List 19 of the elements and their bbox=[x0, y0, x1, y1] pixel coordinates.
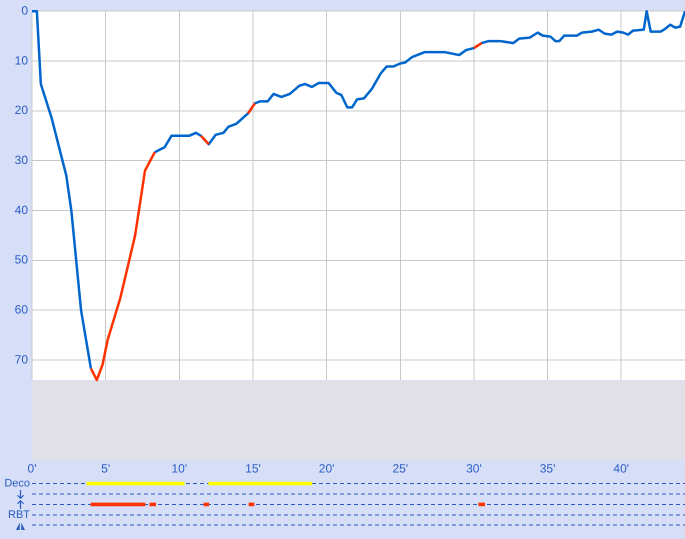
x-tick-label: 35' bbox=[540, 462, 556, 476]
y-tick-label: 70 bbox=[14, 352, 28, 366]
y-tick-label: 60 bbox=[14, 302, 28, 317]
y-tick-label: 40 bbox=[14, 202, 28, 217]
x-tick-label: 30' bbox=[466, 462, 482, 476]
x-tick-label: 20' bbox=[318, 462, 334, 476]
y-tick-label: RBT bbox=[8, 508, 30, 521]
y-tick-label: 0 bbox=[21, 4, 28, 18]
x-tick-label: 5' bbox=[101, 462, 110, 476]
y-tick-label: 50 bbox=[14, 252, 28, 267]
x-tick-label: 25' bbox=[392, 462, 408, 476]
y-tick-label: 30 bbox=[14, 153, 28, 168]
x-tick-label: 40' bbox=[613, 462, 630, 476]
x-tick-label: 0' bbox=[28, 462, 36, 476]
y-tick-label: 10 bbox=[14, 53, 28, 68]
x-tick-label: 10' bbox=[171, 462, 188, 476]
x-tick-label: 15' bbox=[245, 462, 261, 476]
y-tick-label: Deco bbox=[4, 478, 30, 490]
y-tick-label: 20 bbox=[14, 103, 28, 118]
